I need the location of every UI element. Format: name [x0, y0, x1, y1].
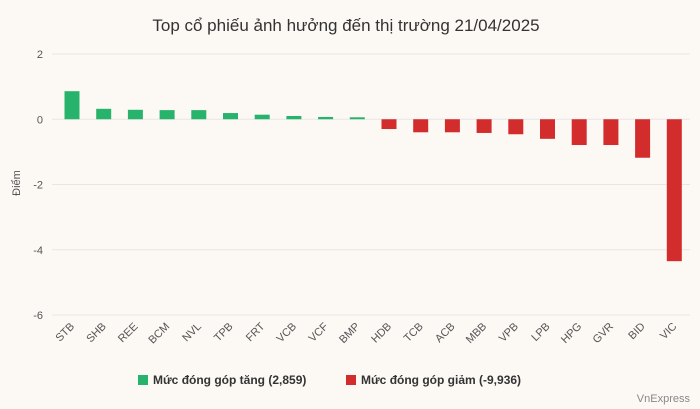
- x-tick-label-vcf: VCF: [307, 320, 331, 344]
- x-tick-label-vic: VIC: [658, 321, 679, 342]
- x-tick-label-ree: REE: [116, 321, 140, 345]
- bar-lpb[interactable]: [540, 119, 555, 139]
- legend-swatch-decrease: [346, 375, 356, 385]
- x-tick-label-mbb: MBB: [464, 321, 489, 346]
- bar-acb[interactable]: [444, 119, 460, 133]
- x-tick-label-frt: FRT: [244, 320, 268, 344]
- bar-vcb[interactable]: [286, 115, 302, 120]
- legend-label-increase: Mức đóng góp tăng (2,859): [153, 373, 306, 387]
- grid: [52, 53, 690, 316]
- y-tick-label: 0: [37, 114, 43, 126]
- bar-stb[interactable]: [64, 91, 80, 120]
- bar-bcm[interactable]: [159, 110, 175, 120]
- legend-item-decrease[interactable]: Mức đóng góp giảm (-9,936): [346, 373, 521, 387]
- legend: Mức đóng góp tăng (2,859) Mức đóng góp g…: [138, 373, 521, 387]
- y-axis-title: Điểm: [11, 170, 23, 196]
- x-tick-label-nvl: NVL: [180, 321, 204, 345]
- bar-tpb[interactable]: [223, 113, 238, 120]
- x-axis-labels: STB SHB REE BCM NVL TPB FRT VCB VCF BMP HDB TCB ACB M…: [53, 320, 679, 346]
- y-tick-label: 2: [37, 49, 43, 61]
- legend-swatch-increase: [138, 375, 148, 385]
- bar-shb[interactable]: [96, 108, 112, 120]
- x-tick-label-lpb: LPB: [529, 321, 552, 344]
- credit: VnExpress: [637, 393, 691, 405]
- x-tick-label-stb: STB: [53, 321, 77, 345]
- legend-label-decrease: Mức đóng góp giảm (-9,936): [361, 373, 521, 387]
- chart-title: Top cổ phiếu ảnh hưởng đến thị trường 21…: [152, 16, 539, 35]
- bar-gvr[interactable]: [603, 119, 619, 146]
- bar-vpb[interactable]: [508, 119, 524, 135]
- y-tick-label: -2: [33, 180, 43, 192]
- x-tick-label-hpg: HPG: [559, 321, 584, 346]
- legend-item-increase[interactable]: Mức đóng góp tăng (2,859): [138, 373, 306, 387]
- x-tick-label-vpb: VPB: [497, 321, 521, 345]
- bar-vic[interactable]: [666, 119, 682, 262]
- bars: [64, 91, 682, 262]
- bar-frt[interactable]: [254, 114, 270, 120]
- bar-hpg[interactable]: [571, 119, 587, 146]
- x-tick-label-shb: SHB: [84, 321, 108, 345]
- bar-bmp[interactable]: [349, 117, 365, 120]
- x-tick-label-bcm: BCM: [146, 321, 172, 347]
- x-tick-label-tcb: TCB: [402, 321, 426, 345]
- x-tick-label-tpb: TPB: [212, 321, 236, 345]
- x-tick-label-acb: ACB: [433, 321, 457, 345]
- bar-mbb[interactable]: [476, 119, 492, 133]
- x-tick-label-bid: BID: [626, 321, 647, 342]
- bar-vcf[interactable]: [318, 116, 334, 120]
- x-tick-label-bmp: BMP: [337, 321, 362, 346]
- x-tick-label-gvr: GVR: [591, 321, 616, 346]
- y-tick-label: -4: [33, 245, 43, 257]
- bar-tcb[interactable]: [413, 119, 429, 133]
- bar-nvl[interactable]: [191, 110, 207, 120]
- y-axis-ticks: 2 0 -2 -4 -6: [33, 49, 43, 322]
- bar-ree[interactable]: [127, 109, 143, 120]
- bar-hdb[interactable]: [381, 119, 397, 130]
- x-tick-label-hdb: HDB: [369, 321, 394, 346]
- y-tick-label: -6: [33, 310, 43, 322]
- bar-bid[interactable]: [635, 119, 651, 158]
- x-tick-label-vcb: VCB: [275, 321, 299, 345]
